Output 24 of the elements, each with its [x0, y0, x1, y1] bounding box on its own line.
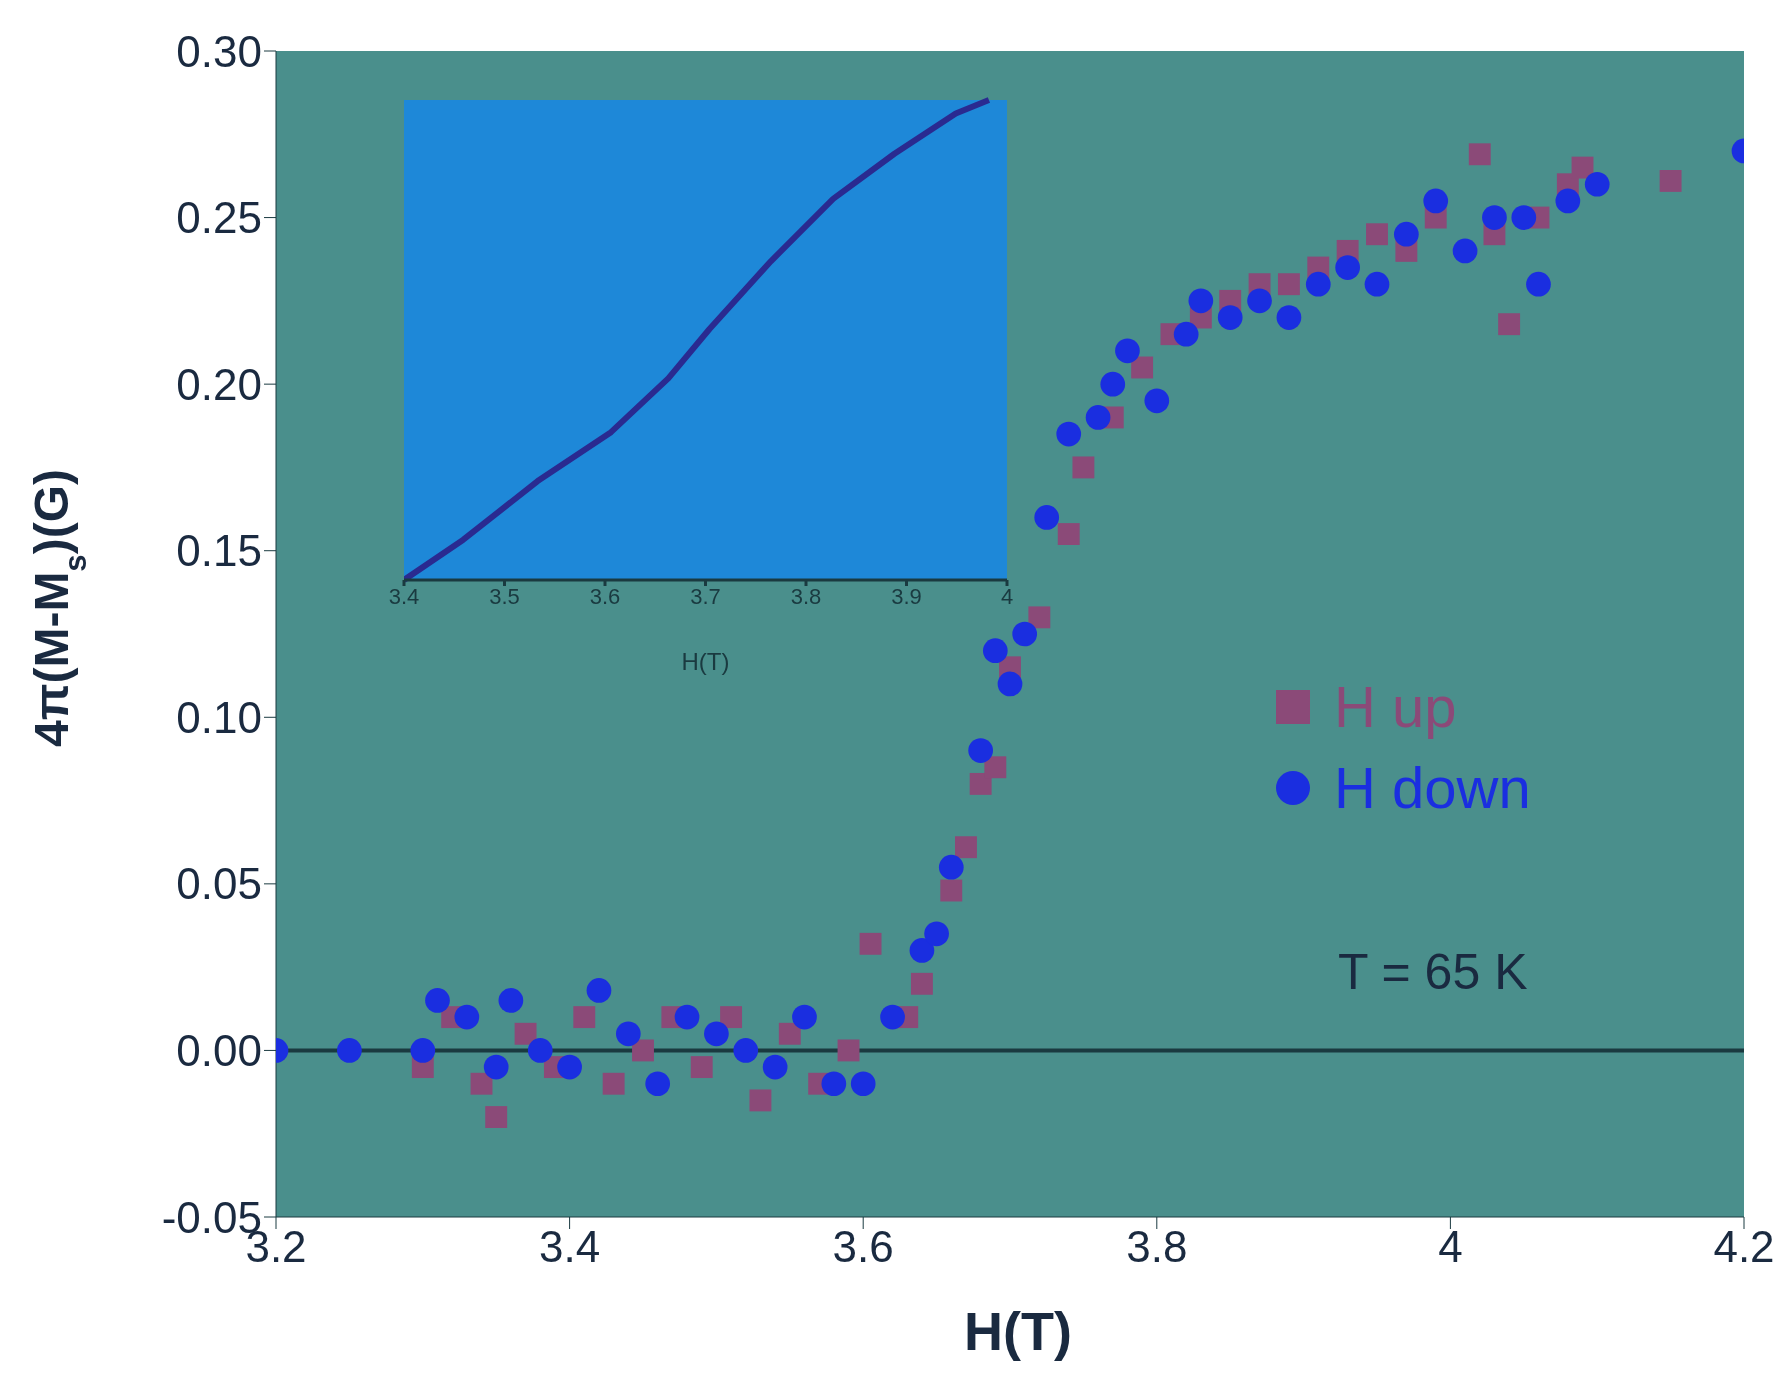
x-tick-label: 3.8	[1126, 1222, 1188, 1272]
x-tick-label: 3.5	[489, 583, 520, 609]
y-tick-label: 0.15	[176, 526, 262, 576]
x-tick-label: 4	[1438, 1222, 1463, 1272]
y-tick-label: 0.05	[176, 859, 262, 909]
x-axis-title: H(T)	[681, 648, 730, 675]
y-tick-label: 0.20	[176, 359, 262, 409]
legend-label: H down	[1334, 754, 1531, 821]
legend-label: H up	[1334, 673, 1457, 740]
x-tick-label: 3.8	[790, 583, 822, 609]
x-tick-label: 3.4	[539, 1222, 601, 1272]
y-tick-label: 0.25	[176, 193, 262, 243]
x-tick-label: 4	[1000, 583, 1014, 609]
x-tick-label: 3.6	[589, 583, 621, 609]
y-tick-label: 0.30	[176, 26, 262, 76]
x-axis-title: H(T)	[964, 1301, 1072, 1361]
x-tick-label: 4.2	[1713, 1222, 1775, 1272]
x-tick-label: 3.6	[832, 1222, 894, 1272]
annotation: T = 65 K	[1338, 943, 1528, 1001]
x-tick-label: 3.7	[690, 583, 721, 609]
x-tick-label: 3.9	[891, 583, 922, 609]
x-tick-label: 3.4	[388, 583, 420, 609]
y-tick-label: 0.00	[176, 1026, 262, 1076]
y-tick-label: 0.10	[176, 692, 262, 742]
